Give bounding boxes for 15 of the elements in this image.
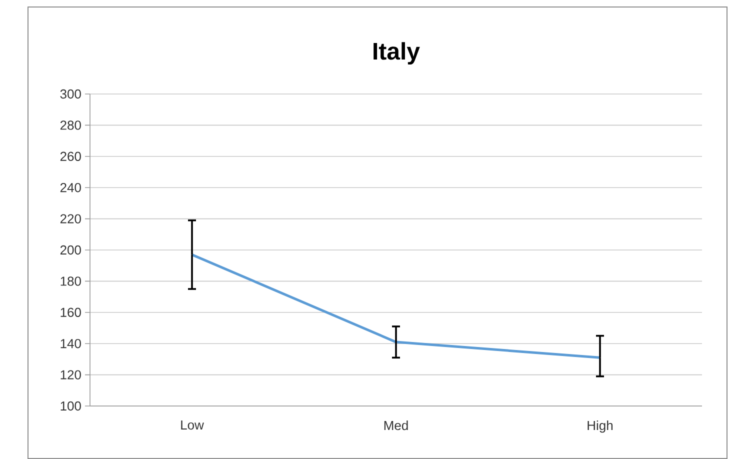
y-tick-label: 240 <box>60 182 81 192</box>
y-tick-label: 300 <box>60 89 81 99</box>
y-tick-label: 180 <box>60 276 81 286</box>
x-tick-label: Med <box>384 420 408 430</box>
y-tick-label: 140 <box>60 338 81 348</box>
chart-title: Italy <box>374 42 420 65</box>
y-tick-label: 260 <box>60 152 81 161</box>
y-tick-label: 120 <box>60 370 81 380</box>
y-tick-label: 200 <box>60 245 81 255</box>
y-tick-label: 220 <box>60 214 81 224</box>
x-tick-label: Low <box>181 420 204 430</box>
y-tick-label: 100 <box>60 401 81 411</box>
y-tick-label: 160 <box>60 308 81 317</box>
y-tick-label: 280 <box>60 120 81 130</box>
x-tick-label: High <box>588 420 613 433</box>
